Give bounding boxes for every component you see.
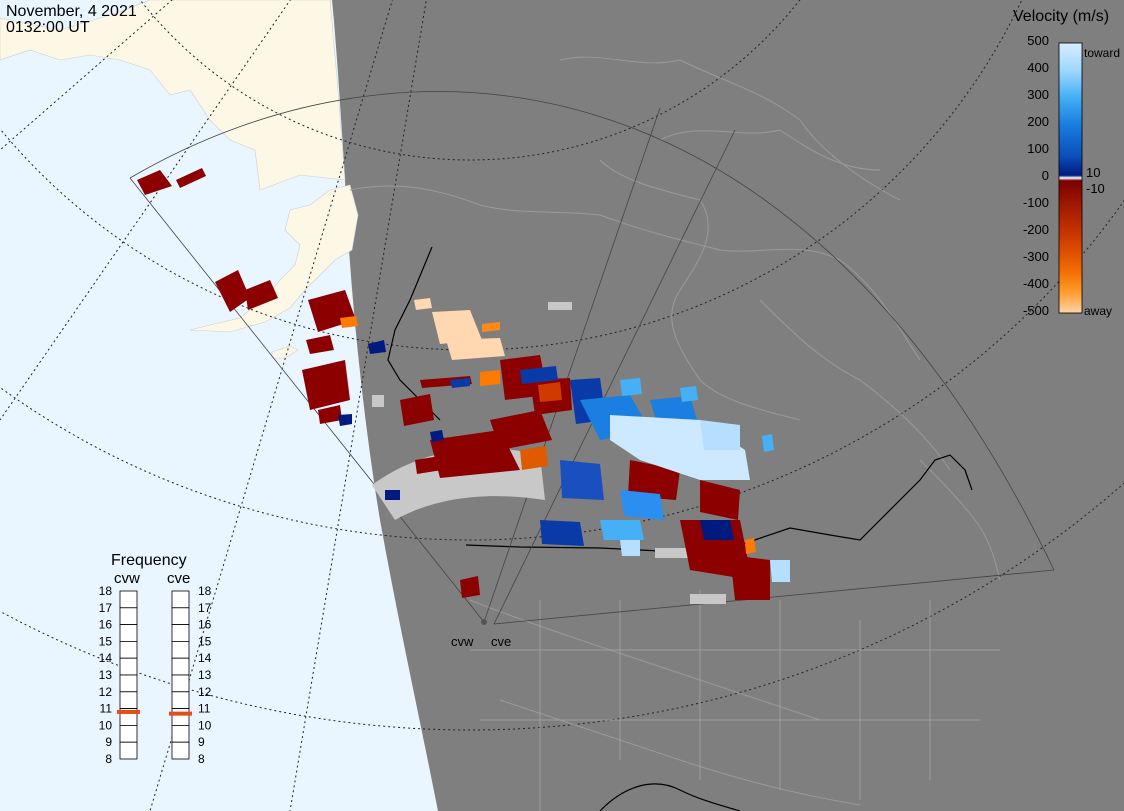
legend-away-label: away: [1084, 304, 1112, 318]
frequency-panel: Frequency cvw cve 18 17 16 15 14 13 12 11 10 9 8 1…: [99, 552, 212, 766]
legend-tick-400: 400: [1027, 60, 1049, 75]
frequency-tick-label: 18: [99, 584, 113, 598]
frequency-cell: [119, 657, 138, 676]
legend-tick-neg100: -100: [1023, 195, 1049, 210]
frequency-cell: [119, 624, 138, 642]
frequency-tick-label: 9: [198, 735, 205, 749]
land-kodiak: [271, 345, 299, 359]
land-alaska-peninsula: [189, 184, 359, 333]
frequency-tick-label: 9: [105, 735, 112, 749]
time-label: 0132:00 UT: [6, 19, 90, 36]
frequency-tick-label: 15: [99, 634, 113, 648]
frequency-cell: [171, 590, 190, 609]
frequency-cell: [171, 725, 190, 743]
frequency-title: Frequency: [111, 552, 187, 569]
frequency-column-cve: 18 17 16 15 14 13 12 11 10 9 8: [169, 584, 212, 766]
frequency-cell: [171, 691, 190, 709]
frequency-cell: [119, 741, 138, 760]
frequency-tick-label: 10: [198, 718, 212, 732]
frequency-cell: [119, 607, 138, 625]
frequency-cell: [171, 674, 190, 693]
frequency-tick-label: 16: [99, 618, 113, 632]
legend-title: Velocity (m/s): [1013, 8, 1109, 25]
frequency-tick-label: 12: [99, 685, 113, 699]
frequency-column-cvw: 18 17 16 15 14 13 12 11 10 9 8: [99, 584, 140, 766]
frequency-tick-label: 17: [99, 601, 113, 615]
frequency-tick-label: 8: [198, 752, 205, 766]
legend-colorbar: [1058, 42, 1083, 314]
frequency-radar-cvw: cvw: [114, 570, 140, 587]
frequency-tick-label: 14: [99, 651, 113, 665]
radar-label-cvw: cvw: [451, 634, 474, 649]
frequency-marker: [117, 709, 140, 714]
legend-tick-neg200: -200: [1023, 222, 1049, 237]
legend-tick-neg300: -300: [1023, 249, 1049, 264]
night-side: [332, 0, 1124, 811]
radar-site-dot: [481, 619, 487, 625]
frequency-tick-label: 15: [198, 634, 212, 648]
frequency-cell: [119, 641, 138, 659]
frequency-tick-label: 11: [198, 702, 211, 716]
radar-label-cve: cve: [491, 634, 511, 649]
legend-tick-300: 300: [1027, 87, 1049, 102]
frequency-tick-label: 11: [100, 702, 113, 716]
coastlines: [349, 56, 1001, 806]
frequency-cell: [171, 708, 190, 726]
legend-tick-100: 100: [1027, 141, 1049, 156]
fov-outline: [129, 91, 1055, 625]
velocity-cells: [137, 168, 790, 604]
frequency-cell: [119, 691, 138, 709]
frequency-tick-label: 8: [105, 752, 112, 766]
frequency-tick-label: 13: [99, 668, 113, 682]
legend-tick-neg400: -400: [1023, 276, 1049, 291]
frequency-marker: [169, 711, 192, 716]
frequency-cell: [171, 741, 190, 760]
frequency-cell: [119, 590, 138, 609]
legend-tick-neg500: -500: [1023, 303, 1049, 318]
land-alaska: [0, 0, 346, 191]
frequency-tick-label: 13: [198, 668, 212, 682]
frequency-tick-label: 18: [198, 584, 212, 598]
legend-tick-0: 0: [1042, 168, 1049, 183]
frequency-radar-cve: cve: [167, 570, 190, 587]
frequency-tick-label: 17: [198, 601, 212, 615]
frequency-tick-label: 10: [99, 718, 113, 732]
frequency-cell: [171, 607, 190, 625]
state-borders: [470, 590, 1000, 811]
date-label: November, 4 2021: [6, 3, 137, 20]
frequency-cell: [119, 725, 138, 743]
frequency-tick-label: 14: [198, 651, 212, 665]
legend-tick-500: 500: [1027, 33, 1049, 48]
frequency-tick-label: 12: [198, 685, 212, 699]
frequency-cell: [119, 674, 138, 693]
frequency-cell: [171, 624, 190, 642]
legend-tick-10: 10: [1086, 165, 1100, 180]
legend-tick-neg10: -10: [1086, 181, 1105, 196]
frequency-cell: [171, 657, 190, 676]
frequency-cell: [171, 641, 190, 659]
legend-tick-200: 200: [1027, 114, 1049, 129]
velocity-legend: Velocity (m/s) 500 400 300 200 100 10 0 …: [1013, 8, 1120, 318]
frequency-tick-label: 16: [198, 618, 212, 632]
legend-toward-label: toward: [1084, 46, 1120, 60]
